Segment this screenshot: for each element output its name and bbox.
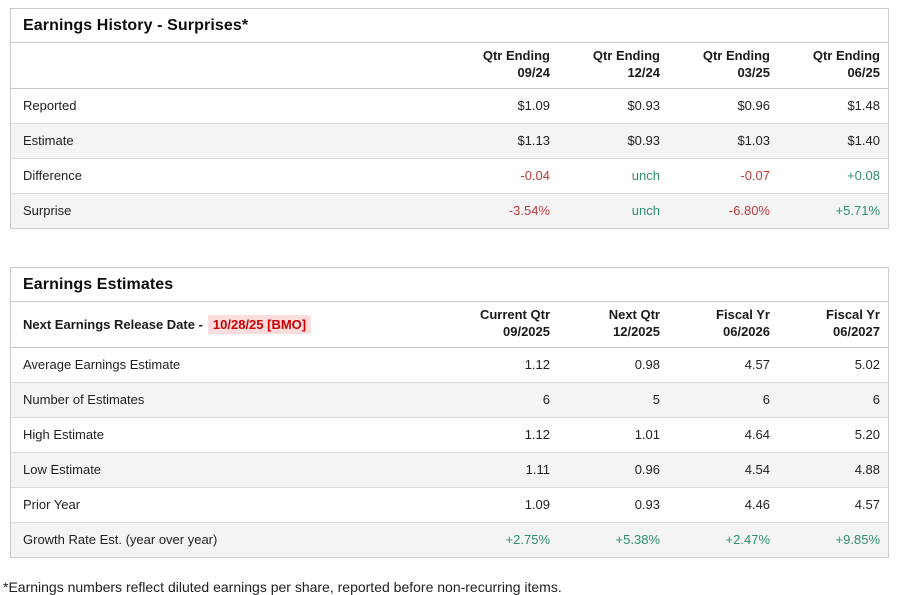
table-row: Difference -0.04 unch -0.07 +0.08 xyxy=(11,157,888,194)
history-column-header: Qtr Ending 09/24 xyxy=(448,43,558,89)
cell-value: 4.46 xyxy=(668,486,778,523)
cell-value: $0.93 xyxy=(558,122,668,159)
table-row: Number of Estimates 6 5 6 6 xyxy=(11,381,888,418)
cell-value: +2.47% xyxy=(668,521,778,557)
row-label: Average Earnings Estimate xyxy=(23,356,181,372)
row-label: Surprise xyxy=(11,192,448,228)
row-label: Difference xyxy=(11,157,448,194)
cell-value: $1.09 xyxy=(517,97,550,113)
estimates-column-header: Current Qtr 09/2025 xyxy=(448,301,558,348)
cell-value: $1.03 xyxy=(668,122,778,159)
cell-value: 1.09 xyxy=(448,486,558,523)
table-row: Surprise -3.54% unch -6.80% +5.71% xyxy=(11,192,888,228)
cell-value: $0.93 xyxy=(627,97,660,113)
cell-value: $0.96 xyxy=(737,97,770,113)
cell-value: -0.04 xyxy=(448,157,558,194)
cell-value: $1.40 xyxy=(778,122,888,159)
cell-value: 4.64 xyxy=(668,416,778,453)
cell-value: +9.85% xyxy=(778,521,888,557)
cell-value: 5.20 xyxy=(778,416,888,453)
release-date-value: 10/28/25 [BMO] xyxy=(207,314,312,334)
cell-value: +5.38% xyxy=(558,521,668,557)
cell-value: +5.71% xyxy=(778,192,888,228)
cell-value: -3.54% xyxy=(448,192,558,228)
cell-value: +0.08 xyxy=(778,157,888,194)
estimates-column-header: Fiscal Yr 06/2026 xyxy=(668,301,778,348)
history-table-body: Reported $1.09 $0.93 $0.96 $1.48 Estimate $1.1… xyxy=(11,88,888,228)
history-column-header: Qtr Ending 03/25 xyxy=(668,43,778,89)
cell-value: 6 xyxy=(448,381,558,418)
estimates-column-header: Fiscal Yr 06/2027 xyxy=(778,301,888,348)
cell-value: $1.48 xyxy=(847,97,880,113)
release-date-label: Next Earnings Release Date - xyxy=(23,316,203,332)
cell-value: unch xyxy=(558,157,668,194)
earnings-estimates-table: Next Earnings Release Date -10/28/25 [BM… xyxy=(11,301,888,557)
history-column-header: Qtr Ending 12/24 xyxy=(558,43,668,89)
earnings-history-table: Qtr Ending 09/24 Qtr Ending 12/24 Qtr Ending… xyxy=(11,43,888,228)
earnings-history-panel: Earnings History - Surprises* Qtr Ending… xyxy=(10,8,889,229)
cell-value: 4.57 xyxy=(744,356,770,372)
table-row: Growth Rate Est. (year over year) +2.75% +… xyxy=(11,521,888,557)
cell-value: 1.11 xyxy=(448,451,558,488)
cell-value: $1.13 xyxy=(448,122,558,159)
cell-value: 4.88 xyxy=(778,451,888,488)
row-label: Prior Year xyxy=(11,486,448,523)
row-label: Reported xyxy=(23,97,77,113)
row-label: High Estimate xyxy=(11,416,448,453)
earnings-footnote: *Earnings numbers reflect diluted earnin… xyxy=(3,578,562,595)
history-header-row: Qtr Ending 09/24 Qtr Ending 12/24 Qtr Ending… xyxy=(11,43,888,89)
table-row: Low Estimate 1.11 0.96 4.54 4.88 xyxy=(11,451,888,488)
row-label: Estimate xyxy=(11,122,448,159)
cell-value: -6.80% xyxy=(668,192,778,228)
cell-value: 5 xyxy=(558,381,668,418)
next-earnings-release-cell: Next Earnings Release Date -10/28/25 [BM… xyxy=(11,301,448,348)
table-row: Average Earnings Estimate 1.12 0.98 4.57 5.0… xyxy=(11,347,888,382)
table-row: Estimate $1.13 $0.93 $1.03 $1.40 xyxy=(11,122,888,159)
cell-value: 4.54 xyxy=(668,451,778,488)
row-label: Number of Estimates xyxy=(11,381,448,418)
history-header-empty-cell xyxy=(11,43,448,89)
cell-value: 0.93 xyxy=(558,486,668,523)
estimates-table-body: Average Earnings Estimate 1.12 0.98 4.57 5.0… xyxy=(11,347,888,557)
earnings-estimates-title: Earnings Estimates xyxy=(11,268,888,302)
earnings-history-title: Earnings History - Surprises* xyxy=(11,9,888,43)
cell-value: unch xyxy=(558,192,668,228)
earnings-estimates-panel: Earnings Estimates Next Earnings Release… xyxy=(10,266,889,558)
cell-value: 0.96 xyxy=(558,451,668,488)
estimates-header-row: Next Earnings Release Date -10/28/25 [BM… xyxy=(11,301,888,348)
cell-value: 1.01 xyxy=(558,416,668,453)
cell-value: 4.57 xyxy=(778,486,888,523)
cell-value: +2.75% xyxy=(448,521,558,557)
cell-value: 0.98 xyxy=(634,356,660,372)
cell-value: 1.12 xyxy=(448,416,558,453)
table-row: Reported $1.09 $0.93 $0.96 $1.48 xyxy=(11,88,888,123)
history-column-header: Qtr Ending 06/25 xyxy=(778,43,888,89)
row-label: Growth Rate Est. (year over year) xyxy=(11,521,448,557)
estimates-column-header: Next Qtr 12/2025 xyxy=(558,301,668,348)
row-label: Low Estimate xyxy=(11,451,448,488)
table-row: Prior Year 1.09 0.93 4.46 4.57 xyxy=(11,486,888,523)
cell-value: 6 xyxy=(668,381,778,418)
cell-value: 1.12 xyxy=(524,356,550,372)
cell-value: -0.07 xyxy=(668,157,778,194)
table-row: High Estimate 1.12 1.01 4.64 5.20 xyxy=(11,416,888,453)
cell-value: 6 xyxy=(778,381,888,418)
cell-value: 5.02 xyxy=(854,356,880,372)
